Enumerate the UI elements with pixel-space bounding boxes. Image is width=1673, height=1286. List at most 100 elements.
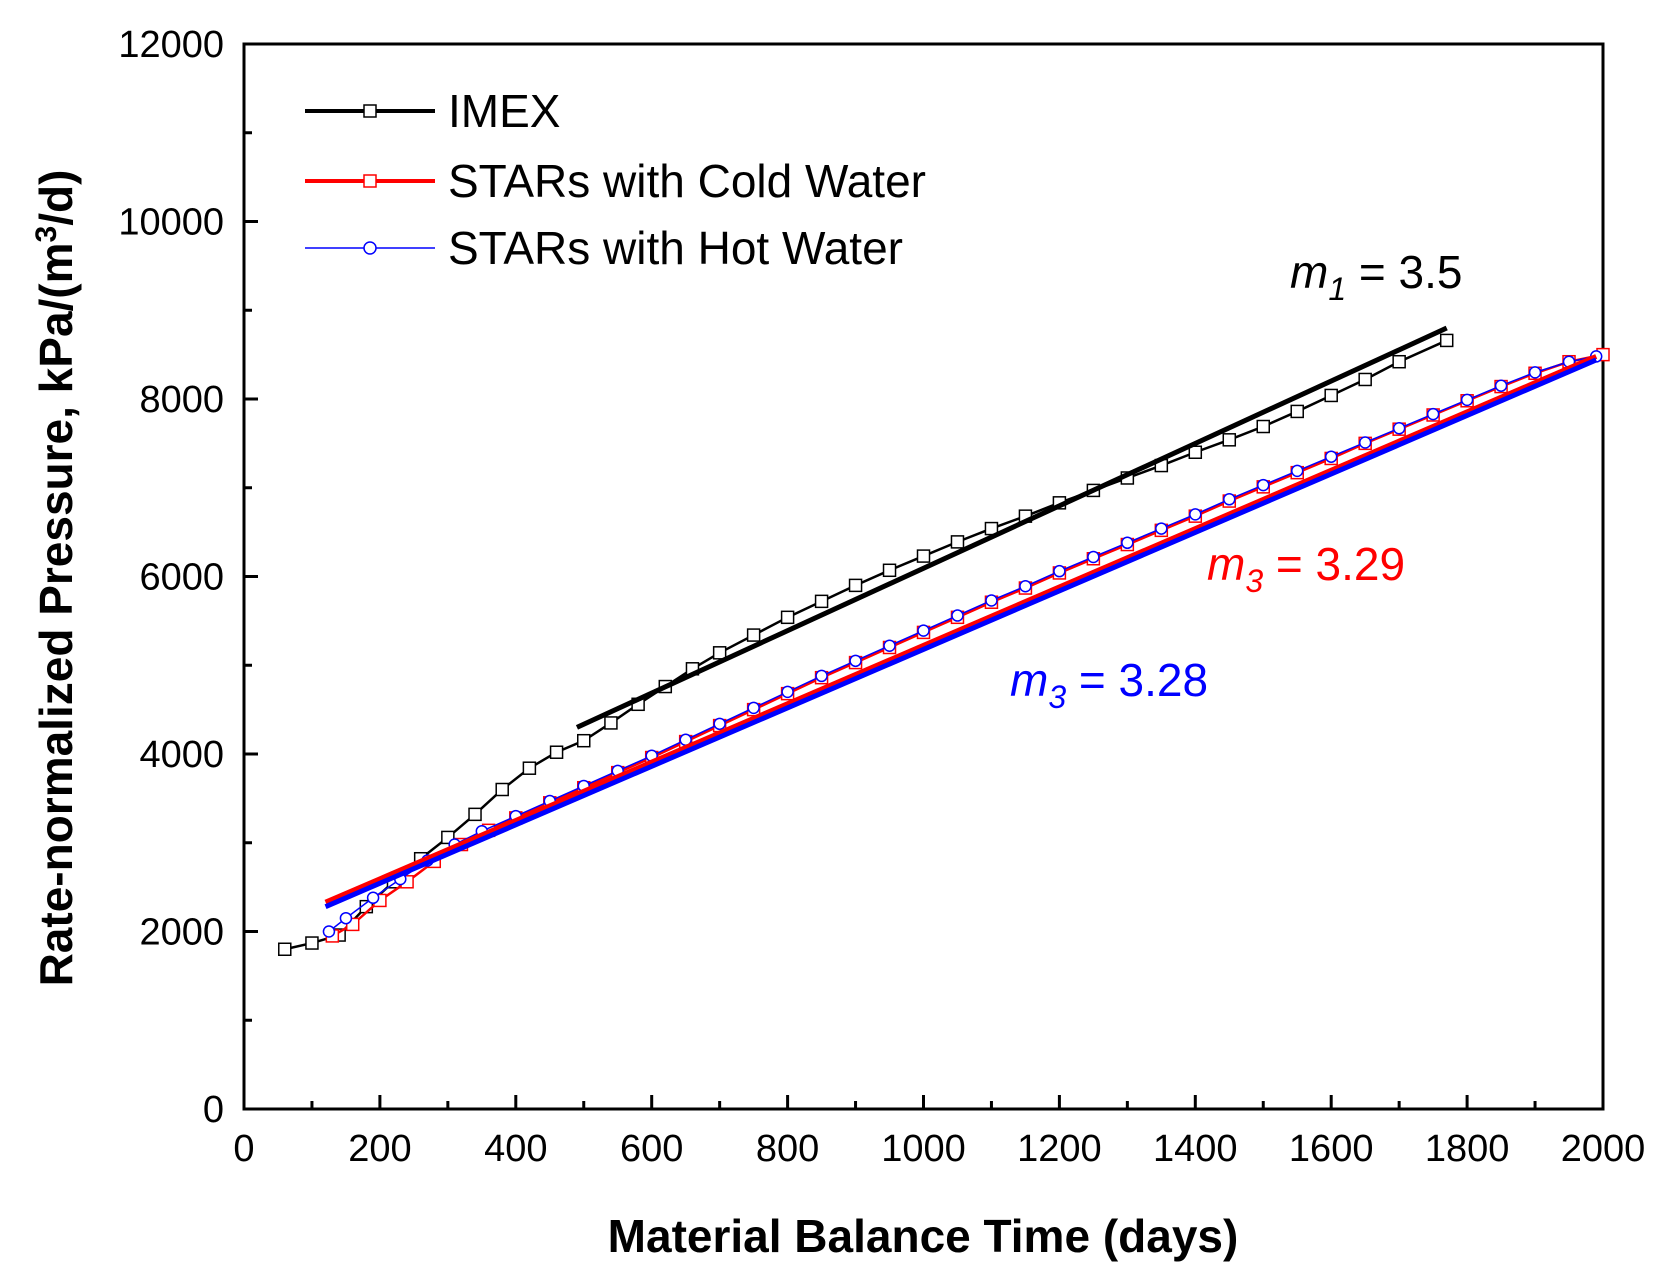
data-point: [1257, 478, 1270, 492]
annotation-subscript: 1: [1328, 271, 1346, 307]
series-line: [328, 355, 1597, 933]
data-point: [339, 911, 353, 925]
data-point: [1223, 493, 1236, 506]
legend-item: STARs with Hot Water: [305, 222, 903, 274]
slope-annotation: m1 = 3.5: [1290, 246, 1463, 307]
y-axis-ticks: 0 2000 4000 6000 8000 10000 12000: [118, 24, 258, 1131]
data-point: [366, 891, 380, 905]
y-axis-title-main: Rate-normalized Pressure, kPa/(m: [30, 242, 82, 986]
legend-label: STARs with Cold Water: [448, 155, 926, 207]
data-point: [781, 685, 794, 699]
x-tick-label: 1200: [1017, 1128, 1102, 1170]
data-point: [746, 628, 761, 642]
y-tick-label: 10000: [118, 202, 224, 244]
legend-marker: [363, 104, 377, 118]
data-point: [1053, 564, 1066, 578]
annotation-value: = 3.29: [1263, 538, 1405, 590]
data-point: [1019, 580, 1032, 593]
data-point: [917, 624, 930, 637]
data-point: [604, 716, 618, 730]
x-tick-label: 800: [756, 1128, 819, 1170]
data-point: [713, 717, 726, 731]
data-point: [495, 782, 509, 797]
data-point: [1324, 450, 1338, 463]
x-tick-label: 600: [620, 1128, 683, 1170]
x-tick-label: 400: [484, 1128, 547, 1170]
y-tick-label: 12000: [118, 24, 224, 66]
data-point: [814, 594, 829, 609]
data-point: [1121, 536, 1134, 550]
annotation-symbol: m: [1010, 654, 1048, 706]
data-point: [780, 610, 795, 625]
data-point: [815, 669, 828, 683]
x-tick-label: 1400: [1153, 1128, 1238, 1170]
annotation-value: = 3.28: [1066, 654, 1208, 706]
y-tick-label: 4000: [139, 734, 224, 776]
data-point: [468, 807, 482, 822]
data-point: [1358, 372, 1372, 387]
y-axis-title: Rate-normalized Pressure, kPa/(m3/d): [30, 170, 82, 987]
annotation-value: = 3.5: [1346, 246, 1462, 298]
series-line: [331, 353, 1604, 938]
y-tick-label: 2000: [139, 912, 224, 954]
fit-line-cold: [324, 354, 1598, 905]
annotation-subscript: 3: [1048, 679, 1066, 715]
y-axis-title-sup: 3: [30, 226, 63, 243]
annotation-subscript: 3: [1245, 563, 1263, 599]
data-point: [549, 745, 564, 759]
data-point: [577, 733, 591, 748]
data-point: [712, 646, 727, 660]
data-point: [848, 578, 863, 593]
data-point: [1528, 366, 1542, 379]
data-point: [747, 701, 760, 715]
x-axis-title: Material Balance Time (days): [608, 1210, 1239, 1262]
slope-annotation: m3 = 3.28: [1010, 654, 1208, 715]
legend-marker: [363, 174, 377, 188]
data-point: [1087, 550, 1100, 564]
legend: IMEX STARs with Cold Water STARs with Hot …: [305, 85, 926, 274]
legend-item: IMEX: [305, 85, 560, 137]
y-tick-label: 6000: [139, 557, 224, 599]
data-point: [278, 942, 292, 956]
x-tick-label: 2000: [1561, 1128, 1646, 1170]
data-point: [849, 654, 862, 668]
series-layer: [278, 333, 1610, 956]
slope-annotation: m3 = 3.29: [1207, 538, 1405, 599]
data-point: [1358, 436, 1372, 449]
data-point: [1494, 379, 1508, 392]
data-point: [1189, 508, 1202, 521]
x-axis-ticks: 0 200 400 600 800 1000 1200 1400 1600 1800 2000: [233, 1095, 1645, 1170]
data-point: [1290, 464, 1304, 478]
data-point: [305, 936, 319, 950]
x-tick-label: 0: [233, 1128, 254, 1170]
series-line: [284, 339, 1448, 951]
data-point: [322, 925, 336, 938]
series-2: [322, 350, 1603, 938]
data-point: [951, 609, 964, 622]
legend-item: STARs with Cold Water: [305, 155, 926, 207]
data-point: [882, 563, 897, 578]
data-point: [1426, 407, 1440, 421]
y-tick-label: 8000: [139, 379, 224, 421]
data-point: [1392, 354, 1406, 369]
data-point: [1256, 419, 1270, 434]
annotation-symbol: m: [1207, 538, 1245, 590]
data-point: [522, 761, 537, 775]
data-point: [985, 594, 998, 607]
y-axis-title-end: /d): [30, 170, 82, 226]
x-tick-label: 1000: [881, 1128, 966, 1170]
data-point: [1439, 333, 1454, 348]
data-point: [916, 549, 931, 563]
data-point: [1155, 522, 1168, 535]
data-point: [1222, 433, 1237, 447]
legend-marker: [363, 241, 377, 255]
x-tick-label: 1800: [1425, 1128, 1510, 1170]
legend-label: STARs with Hot Water: [448, 222, 903, 274]
data-point: [1460, 393, 1474, 407]
data-point: [1290, 404, 1304, 419]
x-tick-label: 200: [348, 1128, 411, 1170]
x-tick-label: 1600: [1289, 1128, 1374, 1170]
data-point: [1392, 422, 1406, 435]
